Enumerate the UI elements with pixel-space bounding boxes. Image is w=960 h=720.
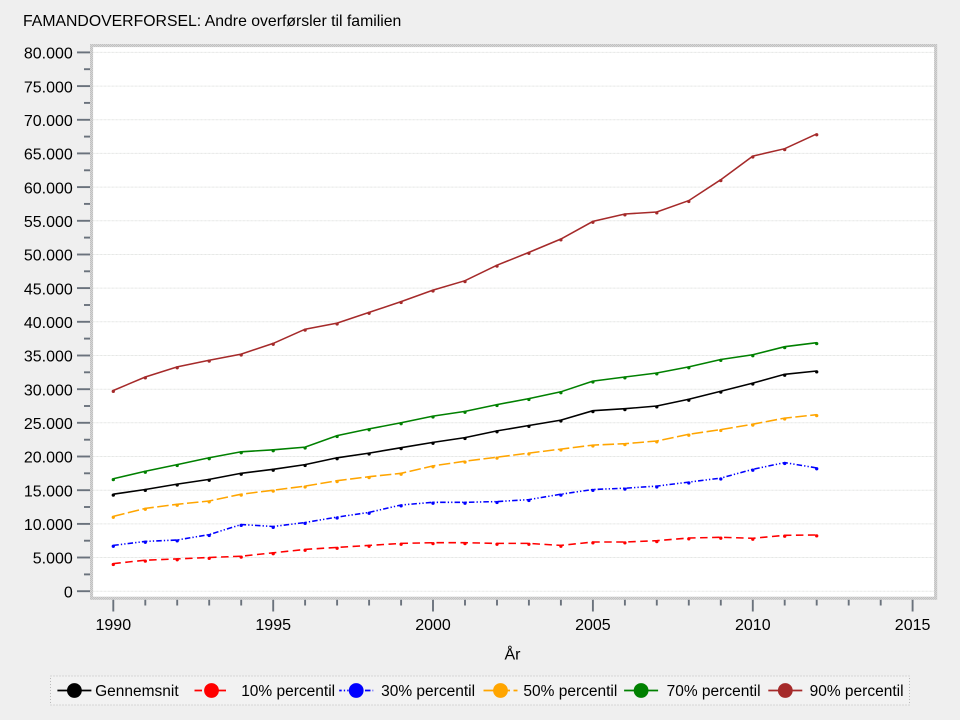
svg-text:10.000: 10.000	[24, 517, 73, 534]
svg-text:45.000: 45.000	[24, 281, 73, 298]
svg-text:65.000: 65.000	[24, 147, 73, 164]
svg-text:40.000: 40.000	[24, 315, 73, 332]
svg-text:35.000: 35.000	[24, 349, 73, 366]
svg-text:60.000: 60.000	[24, 180, 73, 197]
svg-text:Gennemsnit: Gennemsnit	[95, 683, 179, 700]
svg-text:1990: 1990	[96, 617, 132, 634]
svg-text:90% percentil: 90% percentil	[810, 683, 904, 700]
svg-text:80.000: 80.000	[24, 46, 73, 63]
svg-text:50% percentil: 50% percentil	[523, 683, 617, 700]
svg-text:25.000: 25.000	[24, 416, 73, 433]
svg-text:55.000: 55.000	[24, 214, 73, 231]
svg-text:2010: 2010	[735, 617, 771, 634]
svg-text:30.000: 30.000	[24, 382, 73, 399]
svg-text:70% percentil: 70% percentil	[667, 683, 761, 700]
svg-text:5.000: 5.000	[33, 551, 73, 568]
svg-text:År: År	[505, 645, 522, 664]
svg-text:10% percentil: 10% percentil	[241, 683, 335, 700]
svg-text:1995: 1995	[255, 617, 291, 634]
svg-text:2005: 2005	[575, 617, 611, 634]
svg-text:70.000: 70.000	[24, 113, 73, 130]
svg-text:15.000: 15.000	[24, 483, 73, 500]
svg-text:20.000: 20.000	[24, 450, 73, 467]
svg-text:50.000: 50.000	[24, 248, 73, 265]
svg-text:0: 0	[64, 584, 73, 601]
svg-text:2000: 2000	[415, 617, 451, 634]
svg-text:2015: 2015	[895, 617, 931, 634]
svg-text:75.000: 75.000	[24, 79, 73, 96]
svg-text:30% percentil: 30% percentil	[381, 683, 475, 700]
